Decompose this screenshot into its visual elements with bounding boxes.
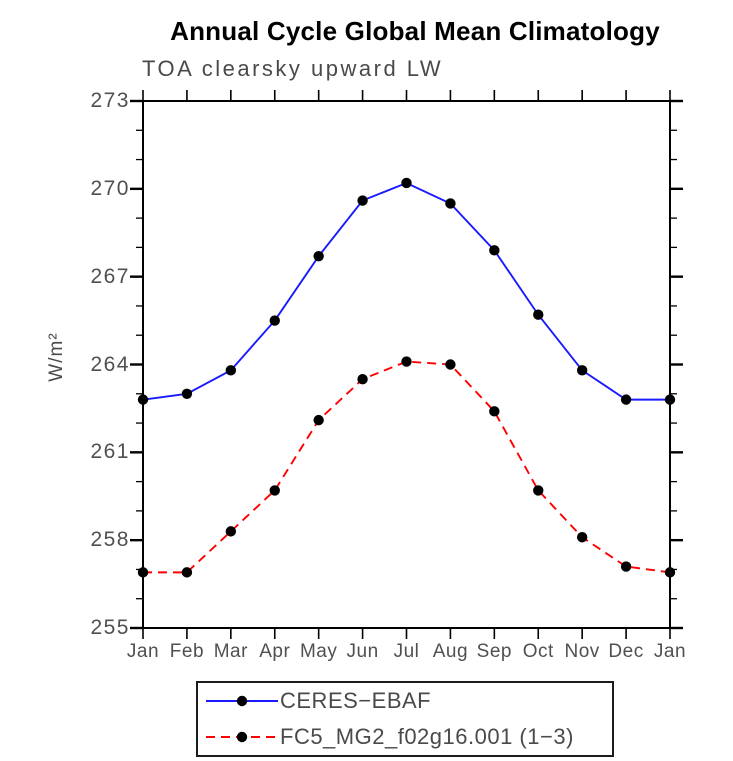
x-tick-label: Jul bbox=[393, 641, 420, 662]
y-tick-label: 270 bbox=[90, 176, 130, 200]
chart-subtitle: TOA clearsky upward LW bbox=[142, 56, 444, 81]
legend-row-ceres: CERES−EBAF bbox=[204, 684, 612, 718]
x-tick-label: May bbox=[299, 641, 338, 662]
y-tick-label: 255 bbox=[90, 616, 130, 639]
y-tick-label: 267 bbox=[90, 264, 130, 288]
x-tick-label: Oct bbox=[522, 641, 554, 662]
legend-line-sample-ceres bbox=[206, 696, 278, 707]
y-tick-label: 261 bbox=[90, 440, 130, 464]
x-tick-label: Jun bbox=[346, 641, 379, 662]
x-tick-label: Apr bbox=[259, 641, 291, 662]
x-tick-label: Aug bbox=[432, 641, 469, 662]
x-tick-label: Sep bbox=[476, 641, 512, 662]
chart-title: Annual Cycle Global Mean Climatology bbox=[170, 16, 660, 46]
x-tick-label: Feb bbox=[169, 641, 205, 662]
legend-label-fc5: FC5_MG2_f02g16.001 (1−3) bbox=[280, 723, 574, 749]
x-tick-label: Mar bbox=[213, 641, 248, 662]
x-tick-label: Dec bbox=[608, 641, 644, 662]
legend-box: CERES−EBAF FC5_MG2_f02g16.001 (1−3) bbox=[196, 681, 614, 757]
x-tick-label: Jan bbox=[653, 641, 687, 662]
y-tick-label: 258 bbox=[90, 528, 130, 552]
legend-label-ceres: CERES−EBAF bbox=[280, 688, 432, 714]
legend-row-fc5: FC5_MG2_f02g16.001 (1−3) bbox=[204, 720, 612, 754]
legend-line-sample-fc5 bbox=[206, 731, 278, 742]
y-tick-label: 264 bbox=[90, 352, 130, 376]
y-tick-label: 273 bbox=[90, 89, 130, 112]
x-tick-label: Jan bbox=[126, 641, 160, 662]
x-tick-label: Nov bbox=[564, 641, 600, 662]
